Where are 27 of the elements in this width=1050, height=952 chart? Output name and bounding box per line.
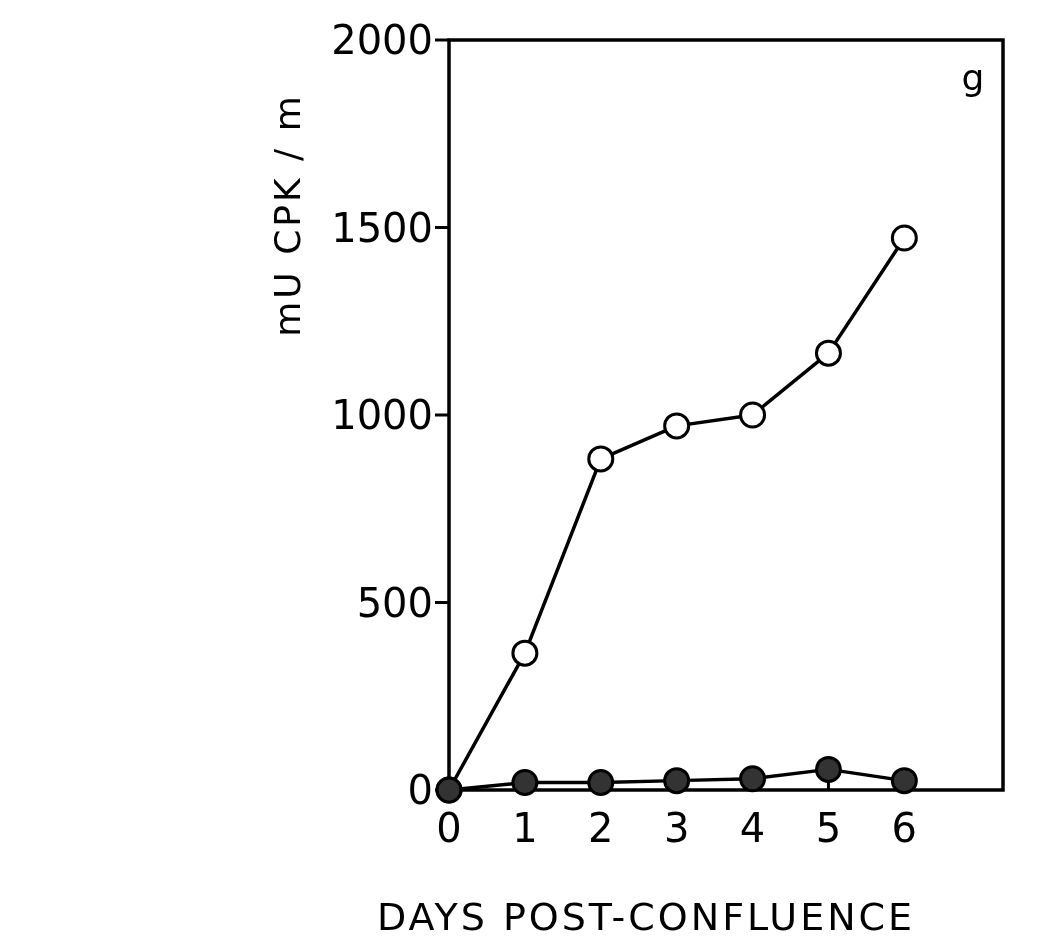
point [814, 755, 842, 783]
y-tick-label: 2000 [331, 17, 433, 63]
point [890, 224, 918, 252]
x-axis-title: DAYS POST-CONFLUENCE [376, 895, 916, 939]
point [814, 339, 842, 367]
point [739, 401, 767, 429]
point [511, 769, 539, 796]
x-tick-label: 4 [739, 805, 766, 851]
y-tick-label: 1000 [331, 392, 433, 438]
point [663, 412, 691, 440]
point [587, 769, 615, 796]
x-tick-label: 0 [436, 805, 462, 851]
x-tick-label: 1 [512, 805, 538, 851]
point [663, 767, 691, 795]
y-tick-label: 0 [407, 767, 433, 813]
y-axis-title: mU CPK / m [267, 93, 308, 337]
point [739, 765, 767, 793]
point [587, 445, 615, 473]
x-tick-label: 2 [588, 805, 614, 851]
annotation: g [961, 57, 985, 98]
x-tick-label: 6 [891, 805, 918, 851]
x-tick-label: 3 [663, 805, 690, 851]
y-tick-label: 500 [356, 579, 433, 626]
point [511, 639, 539, 667]
point [890, 767, 918, 795]
y-tick-label: 1500 [331, 204, 433, 251]
x-tick-label: 5 [815, 805, 842, 851]
